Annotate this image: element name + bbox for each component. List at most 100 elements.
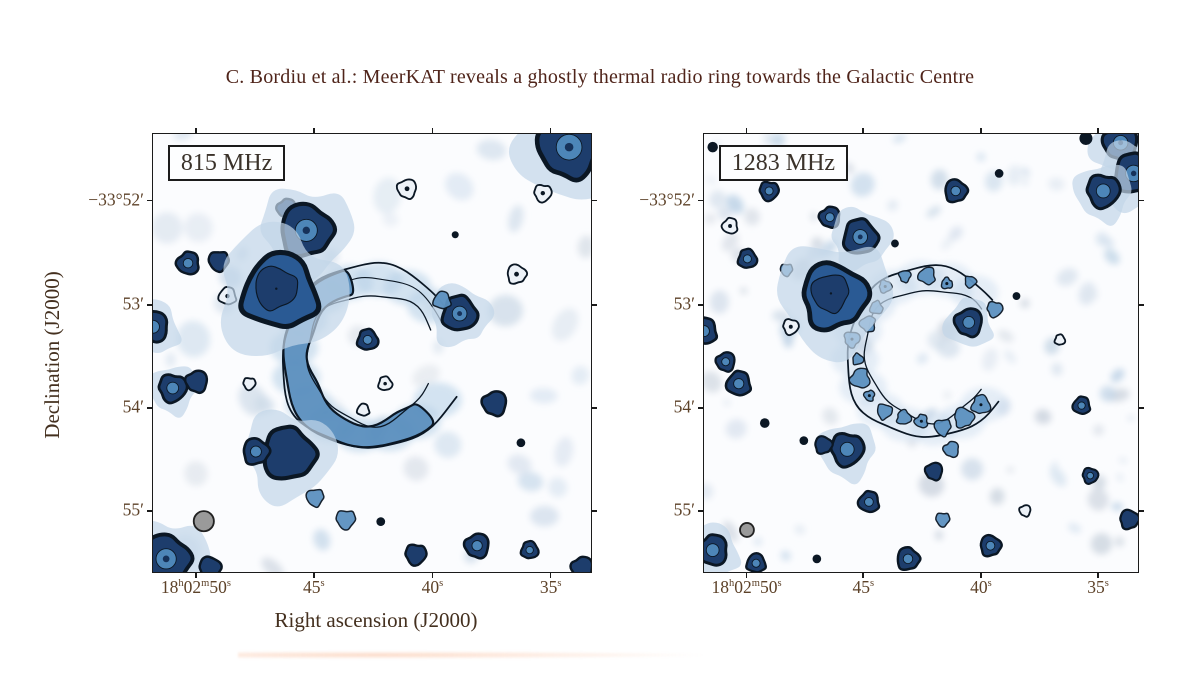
radio-source-ring [1053, 333, 1067, 346]
axis-tick [1138, 304, 1144, 307]
y-axis-label: Declination (J2000) [40, 271, 64, 439]
y-tick-label: 55′ [122, 499, 144, 520]
compact-sources-layer [704, 134, 1138, 572]
y-tick-label: −33°52′ [639, 189, 695, 210]
radio-source-blob [1071, 395, 1092, 415]
radio-source-point [812, 554, 822, 564]
scan-artifact-smudge [238, 651, 703, 659]
radio-source-point [891, 239, 899, 248]
axis-tick [1138, 199, 1144, 202]
radio-source-ring [782, 318, 800, 337]
radio-source-blob [305, 488, 325, 509]
x-axis-label: Right ascension (J2000) [274, 608, 478, 632]
radio-map-canvas [704, 134, 1138, 572]
radio-source-ring [377, 375, 394, 392]
radio-source-blob [942, 440, 960, 459]
y-tick-label: 53′ [122, 293, 144, 314]
radio-source-blob [896, 546, 922, 572]
frequency-label-box: 815 MHz [167, 145, 286, 182]
beam-size-indicator [739, 522, 755, 538]
radio-source-blob [777, 246, 894, 363]
axis-tick [147, 510, 153, 512]
axis-tick [591, 406, 597, 409]
radio-source-blob [704, 316, 719, 345]
axis-tick [980, 572, 982, 578]
axis-tick [312, 572, 315, 578]
radio-source-blob [923, 461, 944, 482]
axis-tick [745, 572, 748, 578]
axis-tick [1138, 406, 1144, 409]
axis-tick [431, 128, 434, 134]
radio-source-blob [817, 205, 841, 229]
compact-sources-layer [153, 134, 591, 572]
radio-source-point [759, 418, 770, 428]
axis-tick [195, 572, 197, 578]
radio-source-point [994, 169, 1004, 178]
axis-tick [591, 304, 597, 307]
axis-tick [1138, 510, 1144, 512]
radio-source-point [707, 141, 718, 153]
radio-source-blob [404, 543, 428, 567]
radio-source-blob [242, 436, 272, 466]
radio-source-blob [1119, 508, 1138, 531]
axis-tick [312, 128, 315, 134]
axis-tick [698, 304, 704, 307]
radio-source-ring [1018, 504, 1032, 518]
map-panel-1283mhz: 1283 MHz 18h02m50s 45s 40s 35s −33°52′ 53′ 54′ 5… [639, 128, 1144, 597]
radio-source-blob [758, 180, 780, 203]
ring-structure [843, 264, 1000, 438]
axis-tick [549, 128, 552, 134]
radio-source-blob [183, 369, 209, 395]
radio-source-blob [508, 134, 591, 200]
radio-source-blob [814, 435, 834, 455]
axis-tick [591, 199, 597, 202]
radio-source-blob [153, 520, 211, 572]
radio-source-blob [243, 409, 339, 507]
axis-tick [147, 304, 153, 307]
radio-source-blob [816, 423, 876, 485]
radio-source-blob [979, 533, 1003, 558]
radio-source-blob [724, 369, 753, 397]
map-panel-815mhz: 815 MHz 18h02m50s 45s 40s 35s −33°52′ 53′ 54′ 55… [88, 128, 597, 597]
radio-source-point [516, 438, 526, 448]
radio-source-blob [220, 221, 350, 357]
radio-source-blob [462, 532, 490, 560]
y-tick-label: −33°52′ [88, 189, 144, 210]
radio-source-blob [1081, 466, 1100, 486]
radio-source-blob [153, 299, 182, 354]
radio-source-ring [242, 377, 257, 392]
axis-tick [431, 572, 434, 578]
radio-source-blob [942, 297, 994, 347]
frequency-label-box: 1283 MHz [718, 145, 849, 182]
diffuse-emission-layer [153, 134, 591, 572]
x-tick-label: 45s [302, 577, 325, 597]
y-tick-label: 55′ [673, 499, 695, 520]
axis-tick [698, 510, 704, 512]
radio-source-point [1079, 134, 1093, 145]
y-tick-label: 53′ [673, 293, 695, 314]
axis-tick [549, 572, 552, 578]
radio-source-blob [714, 351, 736, 373]
beam-size-indicator [192, 510, 215, 533]
x-tick-label: 40s [970, 577, 992, 597]
radio-source-blob [736, 247, 759, 269]
x-tick-label: 18h02m50s [711, 577, 782, 597]
x-tick-label: 40s [421, 577, 444, 597]
axis-tick [195, 128, 197, 134]
radio-source-blob [432, 290, 452, 310]
axis-tick [862, 572, 865, 578]
running-head-title: C. Bordiu et al.: MeerKAT reveals a ghos… [225, 66, 975, 88]
frequency-label: 1283 MHz [731, 150, 836, 177]
radio-source-blob [745, 552, 767, 572]
axis-tick [980, 128, 982, 134]
radio-source-blob [355, 327, 380, 351]
radio-source-blob [1072, 164, 1132, 226]
radio-source-blob [944, 178, 970, 204]
radio-source-ring [506, 263, 529, 285]
axis-tick [147, 406, 153, 409]
y-tick-label: 54′ [122, 396, 144, 417]
radio-source-ring [395, 178, 418, 201]
diffuse-emission-layer [704, 134, 1135, 561]
radio-source-blob [856, 489, 881, 514]
radio-source-blob [519, 539, 540, 560]
